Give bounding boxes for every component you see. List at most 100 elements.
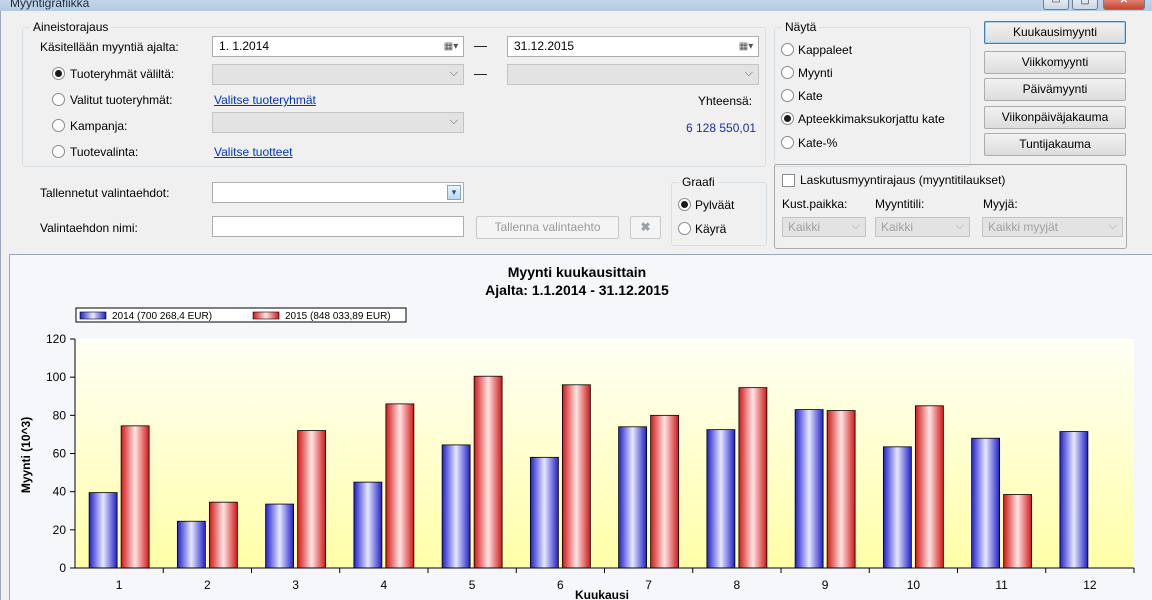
bar-2014 bbox=[529, 456, 559, 569]
filter-group: Aineistorajaus bbox=[22, 20, 766, 167]
x-tick-label: 10 bbox=[907, 578, 921, 592]
show-quantities-radio[interactable] bbox=[781, 43, 794, 56]
campaign-radio[interactable] bbox=[52, 119, 65, 132]
y-tick-label: 120 bbox=[46, 332, 66, 346]
billing-filter-checkbox[interactable] bbox=[782, 174, 795, 187]
total-value: 6 128 550,01 bbox=[686, 121, 757, 135]
show-margin-percent-radio[interactable] bbox=[781, 136, 794, 149]
legend-label-2014: 2014 (700 268,4 EUR) bbox=[112, 311, 212, 322]
bar-2015 bbox=[385, 403, 415, 569]
chevron-down-icon: ⌵ bbox=[449, 115, 458, 127]
graph-type-legend: Graafi bbox=[679, 175, 718, 189]
hourly-distribution-button[interactable]: Tuntijakauma bbox=[984, 133, 1126, 156]
select-groups-link[interactable]: Valitse tuoteryhmät bbox=[214, 93, 316, 107]
chart-panel: Myynti kuukausittain Ajalta: 1.1.2014 - … bbox=[9, 254, 1152, 600]
show-adjusted-margin-radio[interactable] bbox=[781, 112, 794, 125]
total-label: Yhteensä: bbox=[698, 94, 753, 108]
x-tick-label: 11 bbox=[995, 578, 1008, 592]
y-tick-label: 40 bbox=[53, 485, 67, 499]
show-margin-radio[interactable] bbox=[781, 89, 794, 102]
maximize-button[interactable]: ▢ bbox=[1072, 0, 1098, 10]
legend-swatch-2014 bbox=[79, 311, 107, 320]
billing-filter-label: Laskutusmyyntirajaus (myyntitilaukset) bbox=[800, 173, 1006, 187]
x-tick-label: 3 bbox=[292, 578, 299, 592]
y-tick-label: 60 bbox=[53, 447, 67, 461]
x-tick-label: 2 bbox=[204, 578, 211, 592]
saved-criteria-label: Tallennetut valintaehdot: bbox=[40, 186, 170, 200]
x-axis: 1 2 3 4 5 6 7 8 9 10 11 12 bbox=[116, 568, 1135, 592]
plot-area bbox=[75, 339, 1134, 568]
bar-2015 bbox=[297, 430, 327, 569]
weekday-distribution-button[interactable]: Viikonpäiväjakauma bbox=[984, 106, 1126, 129]
criteria-name-input[interactable] bbox=[212, 216, 464, 237]
window-client-area: Aineistorajaus Käsitellään myyntiä ajalt… bbox=[0, 11, 1152, 600]
date-range-dash: — bbox=[474, 38, 487, 53]
sales-account-select[interactable]: Kaikki ⌵ bbox=[875, 217, 970, 237]
sales-chart: Myynti kuukausittain Ajalta: 1.1.2014 - … bbox=[19, 264, 1135, 600]
chevron-down-icon[interactable]: ▾ bbox=[447, 185, 461, 200]
x-tick-label: 5 bbox=[469, 578, 476, 592]
show-sales-radio[interactable] bbox=[781, 66, 794, 79]
bar-2014 bbox=[441, 444, 471, 569]
bar-2015 bbox=[473, 375, 503, 569]
saved-criteria-select[interactable]: ▾ bbox=[212, 182, 464, 203]
y-axis-title: Myynti (10^3) bbox=[19, 417, 33, 493]
bar-2014 bbox=[1059, 431, 1089, 569]
chevron-down-icon: ⌵ bbox=[955, 220, 964, 232]
campaign-select[interactable]: ⌵ bbox=[212, 112, 464, 133]
seller-label: Myyjä: bbox=[983, 197, 1018, 211]
show-margin-label: Kate bbox=[798, 89, 823, 103]
legend-swatch-2015 bbox=[252, 311, 280, 320]
graph-line-radio[interactable] bbox=[678, 222, 691, 235]
bar-2014 bbox=[265, 503, 295, 569]
group-range-dash: — bbox=[474, 66, 487, 81]
close-button[interactable]: ✕ bbox=[1103, 0, 1145, 10]
product-group-from-select[interactable]: ⌵ bbox=[212, 64, 464, 85]
chevron-down-icon: ⌵ bbox=[744, 67, 753, 79]
x-tick-label: 6 bbox=[557, 578, 564, 592]
bar-marks bbox=[88, 375, 1089, 569]
cost-center-select[interactable]: Kaikki ⌵ bbox=[782, 217, 866, 237]
show-group: Näytä bbox=[774, 20, 971, 167]
bar-2015 bbox=[738, 387, 768, 569]
x-tick-label: 9 bbox=[822, 578, 829, 592]
delete-criteria-button[interactable]: ✖ bbox=[630, 216, 661, 239]
bar-2014 bbox=[882, 446, 912, 569]
date-to-field[interactable]: 31.12.2015 ▦▾ bbox=[507, 36, 759, 57]
weekly-sales-button[interactable]: Viikkomyynti bbox=[984, 51, 1126, 74]
show-quantities-label: Kappaleet bbox=[798, 43, 853, 57]
product-selection-radio[interactable] bbox=[52, 145, 65, 158]
y-tick-label: 0 bbox=[59, 561, 66, 575]
product-groups-between-radio[interactable] bbox=[52, 67, 65, 80]
bar-2015 bbox=[914, 405, 944, 569]
bar-2014 bbox=[618, 426, 648, 569]
x-axis-title: Kuukausi bbox=[575, 588, 629, 600]
x-icon: ✖ bbox=[640, 220, 651, 234]
minimize-button[interactable]: ▭ bbox=[1043, 0, 1069, 10]
x-tick-label: 1 bbox=[116, 578, 123, 592]
chevron-down-icon: ⌵ bbox=[1108, 220, 1117, 232]
calendar-dropdown-icon[interactable]: ▦▾ bbox=[738, 41, 754, 52]
billing-group bbox=[774, 164, 1127, 249]
graph-bars-radio[interactable] bbox=[678, 198, 691, 211]
date-from-field[interactable]: 1. 1.2014 ▦▾ bbox=[212, 36, 464, 57]
period-label: Käsitellään myyntiä ajalta: bbox=[40, 40, 179, 54]
y-tick-label: 80 bbox=[53, 408, 67, 422]
legend-label-2015: 2015 (848 033,89 EUR) bbox=[285, 311, 391, 322]
seller-select[interactable]: Kaikki myyjät ⌵ bbox=[982, 217, 1123, 237]
select-products-link[interactable]: Valitse tuotteet bbox=[214, 145, 293, 159]
chart-title: Myynti kuukausittain bbox=[508, 264, 646, 280]
graph-line-label: Käyrä bbox=[695, 222, 727, 236]
y-tick-label: 100 bbox=[46, 370, 66, 384]
product-group-to-select[interactable]: ⌵ bbox=[507, 64, 759, 85]
cost-center-label: Kust.paikka: bbox=[782, 197, 848, 211]
save-criteria-button[interactable]: Tallenna valintaehto bbox=[476, 216, 619, 239]
calendar-dropdown-icon[interactable]: ▦▾ bbox=[443, 41, 459, 52]
bar-2014 bbox=[794, 409, 824, 569]
campaign-label: Kampanja: bbox=[70, 119, 128, 133]
selected-groups-radio[interactable] bbox=[52, 93, 65, 106]
selected-groups-label: Valitut tuoteryhmät: bbox=[70, 93, 173, 107]
monthly-sales-button[interactable]: Kuukausimyynti bbox=[984, 21, 1126, 44]
daily-sales-button[interactable]: Päivämyynti bbox=[984, 78, 1126, 101]
bar-2015 bbox=[120, 425, 150, 569]
